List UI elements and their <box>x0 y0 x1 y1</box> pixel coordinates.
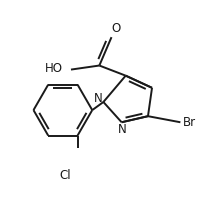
Text: N: N <box>118 123 127 136</box>
Text: Br: Br <box>182 116 196 129</box>
Text: Cl: Cl <box>59 169 71 182</box>
Text: HO: HO <box>45 62 63 75</box>
Text: O: O <box>111 22 120 35</box>
Text: N: N <box>94 92 103 105</box>
